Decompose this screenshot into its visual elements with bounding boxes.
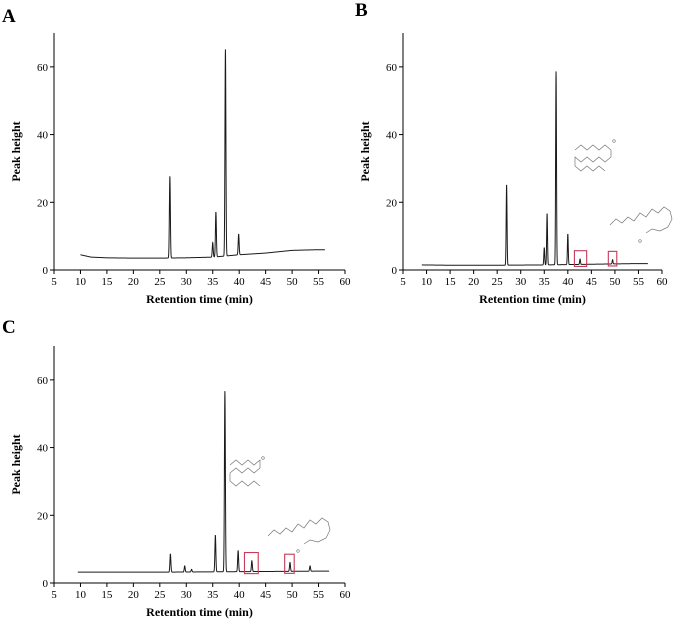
- y-tick-label: 40: [37, 130, 49, 142]
- x-tick-label: 35: [207, 276, 219, 288]
- y-tick-label: 20: [37, 510, 49, 522]
- y-tick-label: 40: [386, 130, 398, 142]
- y-tick-label: 0: [392, 265, 398, 277]
- x-tick-label: 30: [181, 276, 193, 288]
- highlight-box: [607, 250, 618, 267]
- x-tick-label: 45: [260, 589, 272, 601]
- x-tick-label: 15: [101, 589, 113, 601]
- x-tick-label: 35: [539, 276, 551, 288]
- y-tick-label: 60: [37, 375, 49, 387]
- peak-apex: [237, 550, 239, 552]
- x-axis-title: Retention time (min): [146, 605, 253, 619]
- x-tick-label: 20: [128, 276, 140, 288]
- x-tick-label: 20: [128, 589, 140, 601]
- x-tick-label: 60: [340, 276, 352, 288]
- peak-apex: [251, 560, 253, 562]
- x-tick-label: 55: [313, 589, 325, 601]
- chart-panel-b: B 5 10 15 20 25 30 35 40 45 50 55 60 0 20 40 60 Retention…: [355, 0, 668, 306]
- x-tick-label: 25: [154, 276, 166, 288]
- peak-apex: [169, 553, 171, 555]
- panel-label: B: [355, 0, 368, 21]
- y-tick-label: 60: [37, 62, 49, 74]
- molecule-structure-icon: [609, 206, 673, 234]
- x-tick-label: 55: [313, 276, 325, 288]
- peak-apex: [214, 535, 216, 537]
- x-tick-label: 60: [340, 589, 352, 601]
- x-tick-label: 5: [51, 276, 57, 288]
- y-tick-label: 40: [37, 443, 49, 455]
- y-tick-label: 0: [43, 578, 49, 590]
- highlight-box: [284, 553, 295, 574]
- y-axis-title: Peak height: [358, 121, 372, 181]
- peak-apex: [169, 176, 171, 178]
- hydroxyl-icon: [261, 456, 265, 460]
- peak-apex: [224, 391, 226, 393]
- hydroxyl-icon: [296, 549, 300, 553]
- chart-panel-c: C 5 10 15 20 25 30 35 40 45 50 55 60 0 20 40 60 Retention…: [2, 317, 351, 619]
- x-tick-label: 50: [609, 276, 621, 288]
- x-tick-label: 30: [181, 589, 193, 601]
- molecule-structure-icon: [574, 144, 612, 172]
- peak-apex: [184, 565, 186, 567]
- peak-apex: [289, 562, 291, 564]
- x-tick-label: 60: [657, 276, 669, 288]
- x-tick-label: 10: [75, 276, 87, 288]
- peak-apex: [224, 49, 227, 51]
- y-tick-label: 60: [386, 62, 398, 74]
- x-tick-label: 10: [421, 276, 433, 288]
- panel-label: C: [2, 317, 16, 338]
- highlight-box: [243, 551, 259, 575]
- x-axis-title: Retention time (min): [146, 292, 253, 306]
- molecule-structure-icon: [229, 459, 261, 487]
- x-tick-label: 45: [260, 276, 272, 288]
- y-axis-title: Peak height: [9, 434, 23, 494]
- peak-apex: [611, 259, 614, 261]
- peak-apex: [190, 568, 193, 571]
- x-tick-label: 15: [445, 276, 457, 288]
- x-tick-label: 25: [492, 276, 504, 288]
- y-axis-title: Peak height: [9, 121, 23, 181]
- x-tick-label: 15: [101, 276, 113, 288]
- x-tick-label: 10: [75, 589, 87, 601]
- x-tick-label: 25: [154, 589, 166, 601]
- chromatogram-trace: [80, 49, 325, 259]
- molecule-structure-icon: [267, 517, 331, 545]
- x-tick-label: 5: [51, 589, 57, 601]
- peak-apex: [309, 565, 311, 567]
- x-tick-label: 5: [400, 276, 406, 288]
- x-tick-label: 40: [234, 276, 246, 288]
- x-tick-label: 30: [515, 276, 527, 288]
- x-axis-title: Retention time (min): [479, 292, 586, 306]
- peak-apex: [506, 184, 508, 186]
- peak-apex: [215, 211, 217, 214]
- peak-apex: [567, 233, 569, 236]
- x-tick-label: 40: [234, 589, 246, 601]
- x-tick-label: 50: [287, 589, 299, 601]
- peak-apex: [546, 213, 548, 215]
- chromatogram-trace: [77, 391, 330, 573]
- peak-apex: [579, 258, 581, 260]
- hydroxyl-icon: [638, 239, 642, 243]
- y-tick-label: 0: [43, 265, 49, 277]
- chromatogram-trace: [421, 71, 648, 266]
- x-tick-label: 55: [633, 276, 645, 288]
- x-tick-label: 35: [207, 589, 219, 601]
- hydroxyl-icon: [612, 139, 616, 143]
- peak-apex: [543, 247, 545, 249]
- peak-apex: [212, 242, 214, 244]
- x-tick-label: 50: [287, 276, 299, 288]
- panel-label: A: [2, 6, 16, 27]
- peak-apex: [555, 71, 557, 73]
- x-tick-label: 40: [562, 276, 574, 288]
- y-tick-label: 20: [386, 197, 398, 209]
- y-tick-label: 20: [37, 197, 49, 209]
- chart-panel-a: A 5 10 15 20 25 30 35 40 45 50 55 60 0 20 40 60 Retention…: [2, 6, 351, 306]
- peak-apex: [238, 233, 240, 236]
- x-tick-label: 20: [468, 276, 480, 288]
- x-tick-label: 45: [586, 276, 598, 288]
- highlight-box: [573, 250, 588, 267]
